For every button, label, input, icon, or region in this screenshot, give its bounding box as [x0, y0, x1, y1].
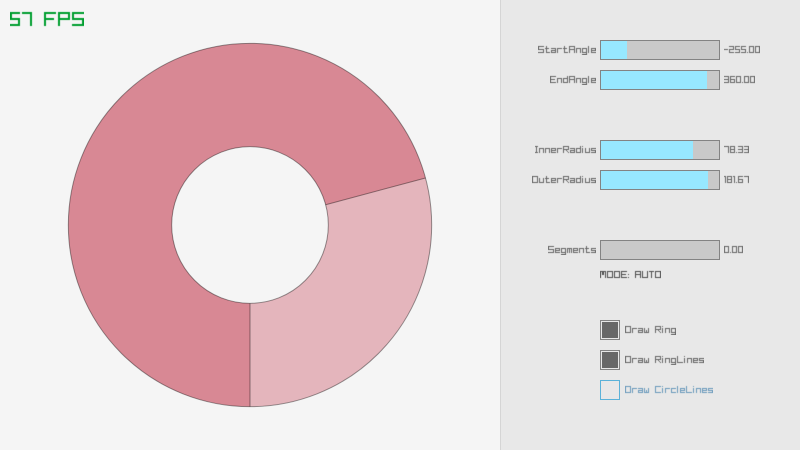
ring-overlap-sector	[68, 43, 426, 407]
mode-label: MODE: AUTO	[600, 270, 661, 280]
checkbox-mark-draw-ring	[602, 322, 618, 338]
checkbox-draw-ring[interactable]	[600, 320, 620, 340]
ring-start-edge	[325, 177, 426, 206]
checkbox-label-draw-ringlines: Draw RingLines	[625, 355, 704, 365]
checkbox-mark-draw-ringlines	[602, 352, 618, 368]
slider-label-endangle: EndAngle	[550, 75, 596, 85]
slider-fill-outerradius	[601, 171, 709, 189]
slider-value-innerradius: 78.33	[724, 145, 749, 155]
slider-fill-innerradius	[601, 141, 694, 159]
slider-value-startangle: -255.00	[724, 45, 760, 55]
slider-outerradius[interactable]	[600, 170, 720, 190]
slider-segments[interactable]	[600, 240, 720, 260]
fps-counter: 57 FPS	[10, 10, 84, 30]
panel-divider-line	[500, 0, 501, 450]
ring-inner-outline	[171, 146, 329, 304]
ring-annulus	[68, 43, 432, 407]
slider-label-segments: Segments	[548, 245, 596, 255]
checkbox-label-draw-ring: Draw Ring	[625, 325, 676, 335]
slider-value-segments: 0.00	[724, 245, 743, 255]
checkbox-draw-ringlines[interactable]	[600, 350, 620, 370]
ring-outer-outline	[67, 42, 433, 408]
slider-value-endangle: 360.00	[724, 75, 755, 85]
checkbox-draw-circlelines[interactable]	[600, 380, 620, 400]
slider-endangle[interactable]	[600, 70, 720, 90]
slider-value-outerradius: 181.67	[724, 175, 749, 185]
slider-fill-endangle	[601, 71, 708, 89]
slider-startangle[interactable]	[600, 40, 720, 60]
slider-fill-startangle	[601, 41, 627, 59]
checkbox-label-draw-circlelines: Draw CircleLines	[625, 385, 713, 395]
slider-label-outerradius: OuterRadius	[532, 175, 596, 185]
slider-label-startangle: StartAngle	[538, 45, 596, 55]
slider-innerradius[interactable]	[600, 140, 720, 160]
slider-label-innerradius: InnerRadius	[535, 145, 596, 155]
